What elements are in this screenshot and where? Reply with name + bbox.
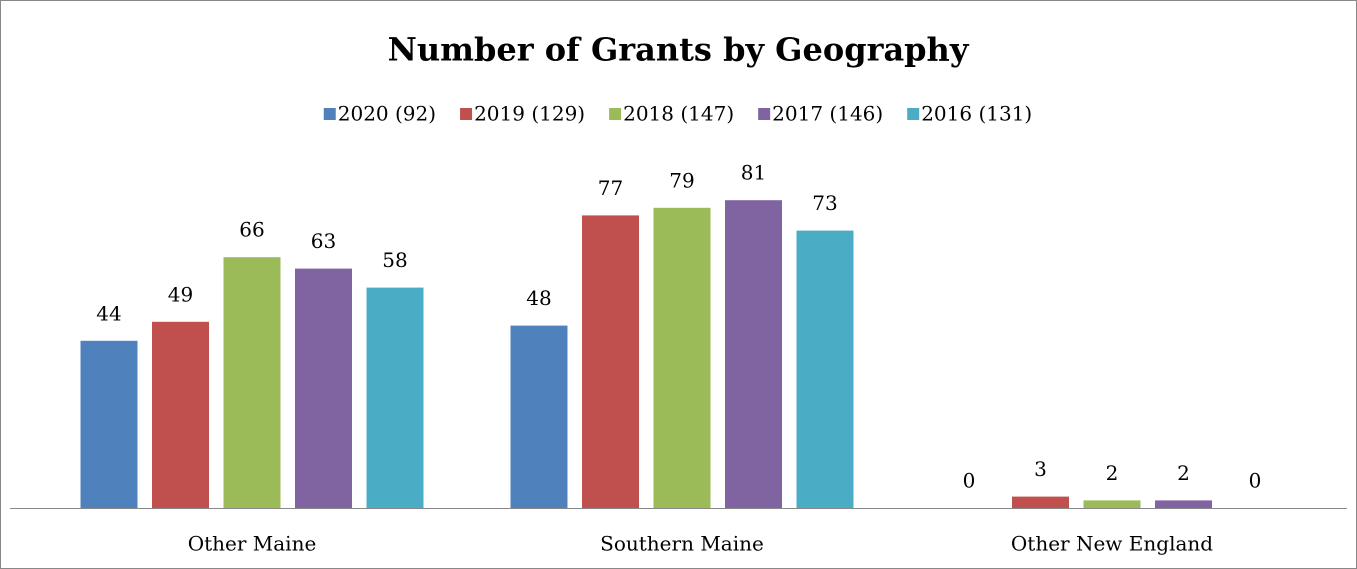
bar <box>295 268 352 508</box>
data-label: 81 <box>741 161 766 185</box>
bar <box>510 325 568 508</box>
data-label: 0 <box>963 469 976 493</box>
data-label: 58 <box>382 248 407 272</box>
x-tick-label: Southern Maine <box>600 532 764 556</box>
bar <box>1155 500 1212 508</box>
legend-swatch <box>323 108 336 120</box>
data-label: 49 <box>168 282 193 306</box>
data-label: 2 <box>1106 461 1119 485</box>
x-tick-label: Other New England <box>1011 532 1213 556</box>
bar <box>725 200 782 508</box>
bar <box>582 215 639 508</box>
legend-swatch <box>460 108 473 120</box>
bar <box>152 321 209 508</box>
data-label: 44 <box>96 301 121 325</box>
bar <box>366 287 424 508</box>
data-label: 48 <box>526 286 551 310</box>
bar <box>653 207 711 509</box>
legend-label: 2016 (131) <box>921 102 1032 126</box>
x-tick-label: Other Maine <box>188 532 317 556</box>
data-label: 79 <box>669 168 694 192</box>
legend-swatch <box>609 108 622 120</box>
data-label: 63 <box>311 229 336 253</box>
data-label: 66 <box>239 218 264 242</box>
legend-swatch <box>907 108 920 120</box>
bar <box>796 230 854 508</box>
bar <box>1083 500 1141 508</box>
legend-label: 2019 (129) <box>474 102 585 126</box>
data-label: 77 <box>598 176 623 200</box>
legend-label: 2017 (146) <box>772 102 883 126</box>
legend-label: 2020 (92) <box>338 102 436 126</box>
bar <box>1012 496 1069 508</box>
data-label: 2 <box>1177 461 1190 485</box>
data-label: 0 <box>1249 469 1262 493</box>
legend-swatch <box>758 108 771 120</box>
bar <box>223 257 281 508</box>
legend-label: 2018 (147) <box>623 102 734 126</box>
data-label: 73 <box>812 191 837 215</box>
chart-title: Number of Grants by Geography <box>388 31 970 69</box>
data-label: 3 <box>1034 457 1047 481</box>
bar <box>80 340 138 508</box>
